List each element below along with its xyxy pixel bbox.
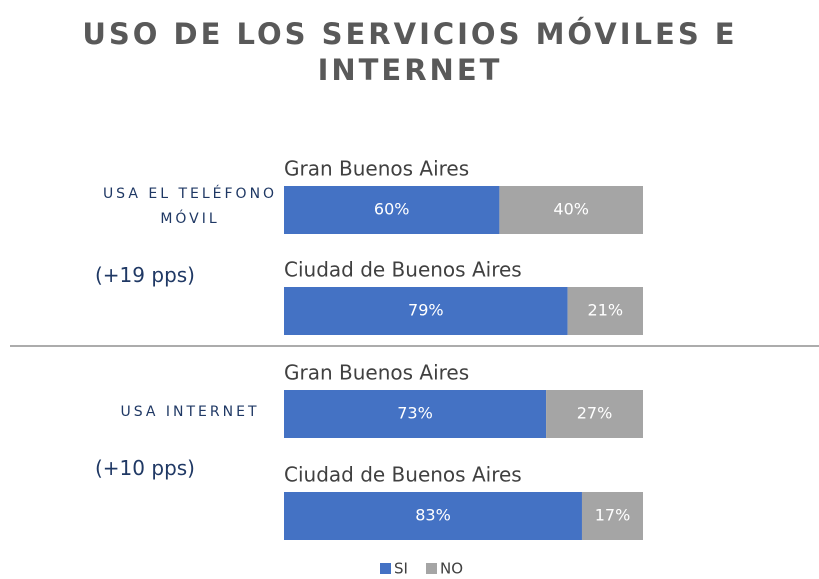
legend-label: NO	[440, 560, 463, 578]
bar-segment	[499, 186, 643, 234]
category-label: Ciudad de Buenos Aires	[284, 463, 522, 487]
bar-segment	[567, 287, 643, 335]
value-label: 27%	[577, 404, 613, 423]
legend-label: SI	[394, 560, 408, 578]
category-label: Ciudad de Buenos Aires	[284, 258, 522, 282]
value-label: 79%	[408, 301, 444, 320]
category-label: Gran Buenos Aires	[284, 157, 469, 181]
value-label: 60%	[374, 200, 410, 219]
bar-segment	[581, 492, 643, 540]
value-label: 21%	[588, 301, 624, 320]
group-note: (+19 pps)	[95, 263, 195, 287]
value-label: 17%	[595, 506, 631, 525]
legend-swatch	[380, 563, 391, 574]
chart-title: USO DE LOS SERVICIOS MÓVILES E INTERNET	[82, 17, 738, 87]
value-label: 83%	[415, 506, 451, 525]
legend-swatch	[426, 563, 437, 574]
bar-segment	[284, 186, 500, 234]
value-label: 73%	[397, 404, 433, 423]
category-label: Gran Buenos Aires	[284, 361, 469, 385]
bar-segment	[546, 390, 643, 438]
bar-segment	[284, 390, 547, 438]
value-label: 40%	[553, 200, 589, 219]
bar-segment	[284, 287, 568, 335]
group-note: (+10 pps)	[95, 456, 195, 480]
group-label: USA EL TELÉFONO MÓVIL	[102, 186, 278, 227]
bar-segment	[284, 492, 582, 540]
group-label: USA INTERNET	[120, 404, 260, 420]
